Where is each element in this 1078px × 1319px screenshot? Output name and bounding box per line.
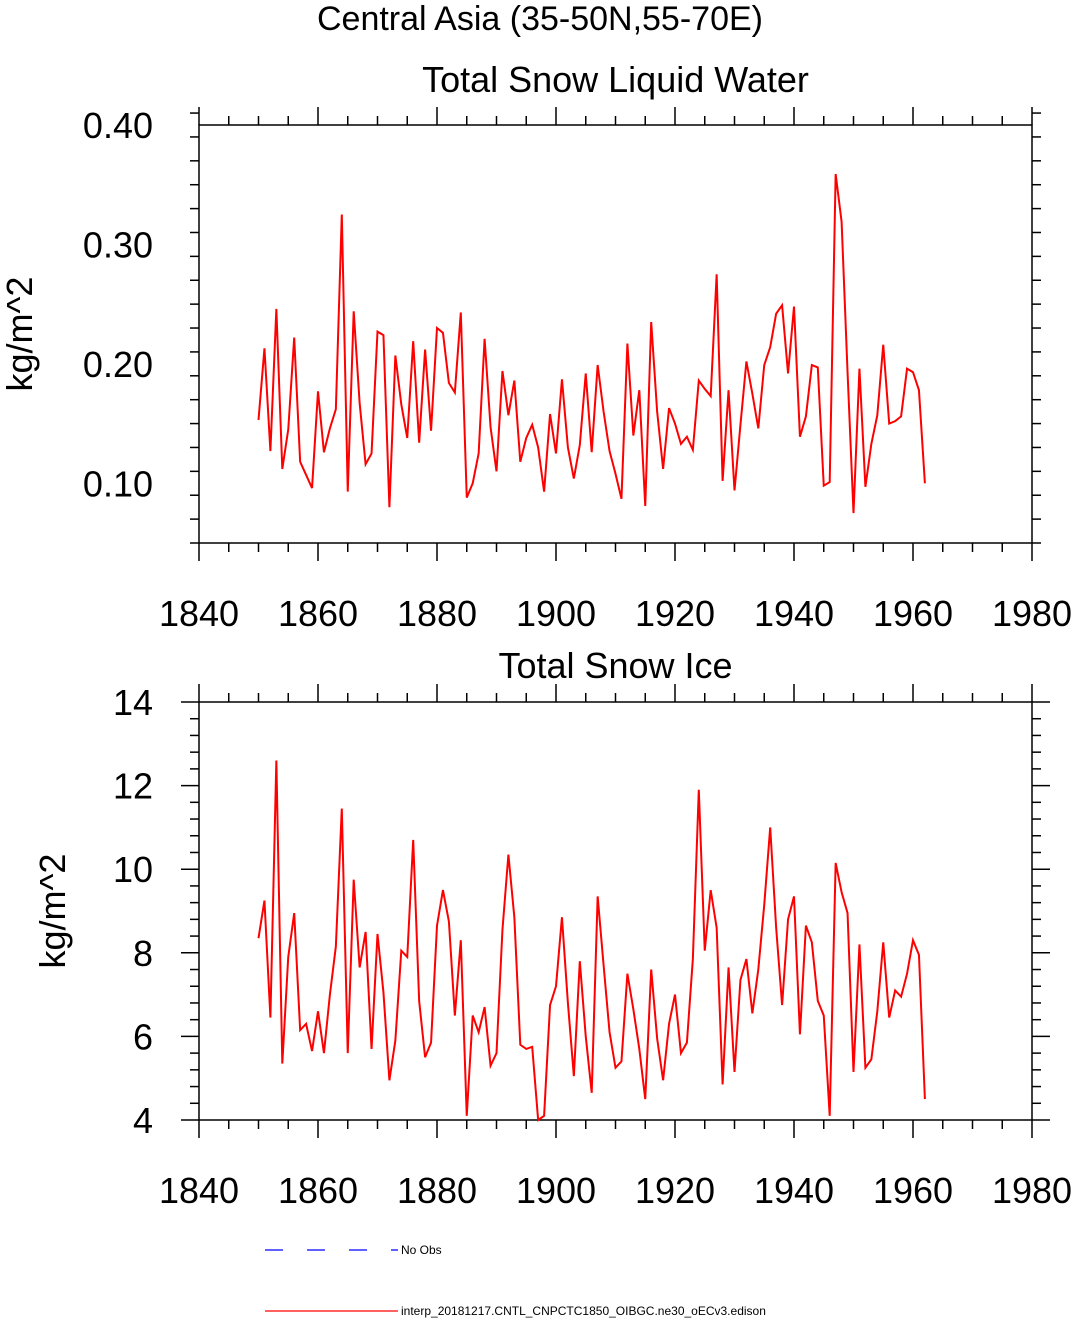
- plot-frame: [198, 701, 1033, 1121]
- panel-snow-liquid-water: Total Snow Liquid Water kg/m^2 1840 1860 188…: [0, 59, 1072, 634]
- x-tick-label: 1960: [873, 1170, 953, 1211]
- data-series-line: [257, 173, 926, 514]
- plot-frame: [198, 124, 1033, 544]
- y-tick-label: 10: [113, 849, 153, 890]
- x-tick-label: 1940: [754, 593, 834, 634]
- y-tick-label: 14: [113, 682, 153, 723]
- x-tick-label: 1900: [516, 593, 596, 634]
- y-tick-label: 12: [113, 766, 153, 807]
- legend: No Obs interp_20181217.CNTL_CNPCTC1850_O…: [265, 1243, 766, 1318]
- y-tick-label: 0.30: [83, 224, 153, 265]
- x-tick-label: 1880: [397, 1170, 477, 1211]
- x-tick-label: 1960: [873, 593, 953, 634]
- data-series-line: [257, 760, 926, 1122]
- chart-title: Total Snow Liquid Water: [422, 59, 809, 100]
- x-tick-label: 1940: [754, 1170, 834, 1211]
- x-tick-label: 1860: [278, 593, 358, 634]
- figure-title: Central Asia (35-50N,55-70E): [317, 0, 763, 38]
- chart-title: Total Snow Ice: [498, 645, 732, 686]
- y-tick-label: 0.40: [83, 105, 153, 146]
- x-tick-label: 1900: [516, 1170, 596, 1211]
- legend-label-no-obs: No Obs: [401, 1243, 442, 1257]
- y-tick-label: 0.20: [83, 344, 153, 385]
- x-tick-label: 1840: [159, 1170, 239, 1211]
- x-tick-label: 1920: [635, 1170, 715, 1211]
- y-tick-label: 4: [133, 1100, 153, 1141]
- x-tick-label: 1880: [397, 593, 477, 634]
- panel-snow-ice: Total Snow Ice kg/m^2 1840 1860 1880 1900 1920…: [32, 645, 1072, 1211]
- y-axis-label: kg/m^2: [32, 854, 73, 969]
- y-axis-label: kg/m^2: [0, 277, 40, 392]
- x-tick-label: 1840: [159, 593, 239, 634]
- x-tick-label: 1980: [992, 1170, 1072, 1211]
- y-tick-label: 0.10: [83, 463, 153, 504]
- x-tick-label: 1860: [278, 1170, 358, 1211]
- y-tick-label: 8: [133, 933, 153, 974]
- y-tick-label: 6: [133, 1016, 153, 1057]
- x-tick-label: 1920: [635, 593, 715, 634]
- legend-label-model: interp_20181217.CNTL_CNPCTC1850_OIBGC.ne…: [401, 1304, 766, 1318]
- x-tick-label: 1980: [992, 593, 1072, 634]
